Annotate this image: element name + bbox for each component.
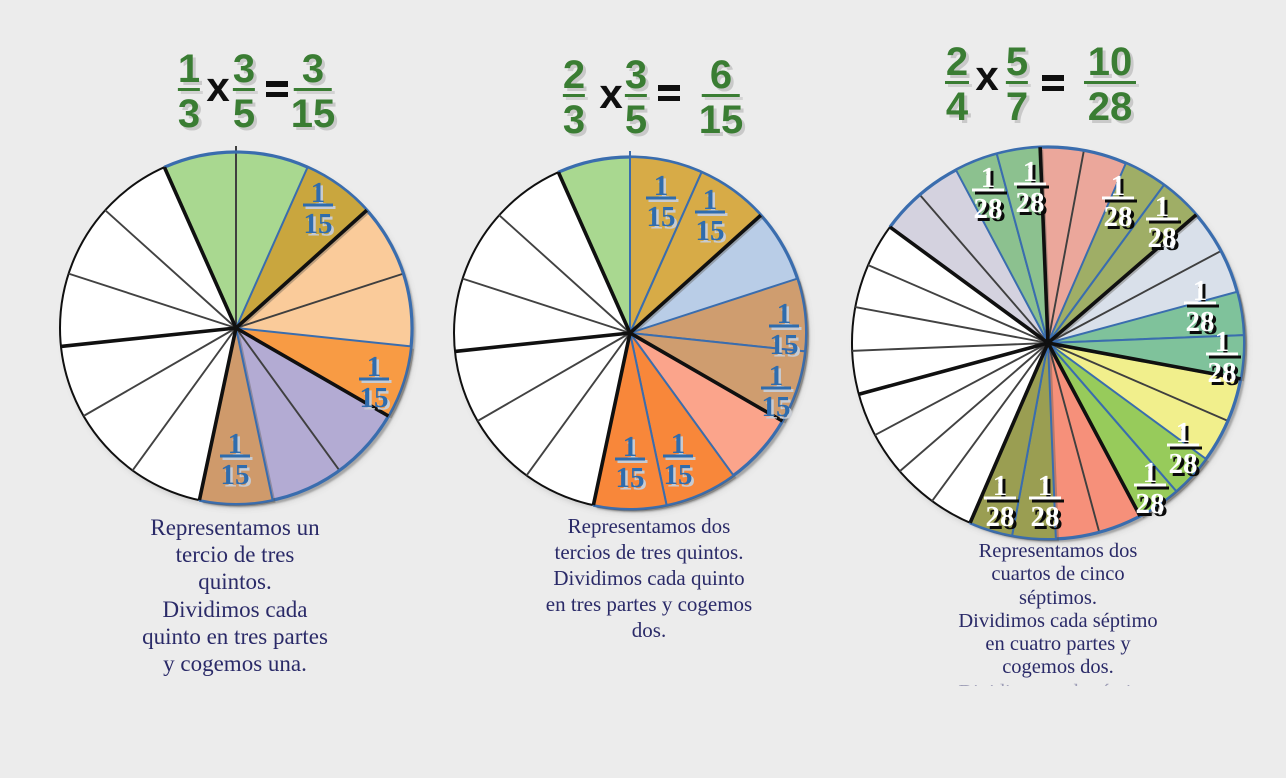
svg-text:1: 1 [993,470,1008,502]
svg-text:1: 1 [703,184,718,216]
svg-text:1: 1 [1155,191,1170,223]
svg-text:15: 15 [304,208,333,240]
svg-text:1: 1 [1176,417,1191,449]
svg-text:15: 15 [649,204,678,236]
svg-text:15: 15 [647,201,676,233]
svg-text:1: 1 [654,170,669,202]
svg-text:1: 1 [769,360,784,392]
svg-text:28: 28 [1016,187,1045,219]
svg-text:28: 28 [1139,491,1168,523]
svg-text:28: 28 [1211,360,1240,392]
svg-text:28: 28 [1186,306,1215,338]
svg-text:1: 1 [623,431,638,463]
svg-text:28: 28 [1148,222,1177,254]
svg-text:28: 28 [986,501,1015,533]
svg-text:28: 28 [1151,225,1180,257]
svg-text:28: 28 [974,193,1003,225]
svg-text:28: 28 [1136,488,1165,520]
svg-text:28: 28 [1169,448,1198,480]
svg-text:15: 15 [306,211,335,243]
svg-text:1: 1 [228,428,243,460]
svg-text:28: 28 [1104,201,1133,233]
svg-text:15: 15 [696,215,725,247]
svg-text:28: 28 [1208,357,1237,389]
svg-text:15: 15 [223,462,252,494]
svg-text:1: 1 [367,351,382,383]
svg-text:15: 15 [698,218,727,250]
svg-text:1: 1 [981,162,996,194]
svg-text:15: 15 [770,329,799,361]
svg-text:15: 15 [666,462,695,494]
svg-text:15: 15 [360,382,389,414]
svg-text:28: 28 [1031,501,1060,533]
svg-text:1: 1 [1215,326,1230,358]
svg-text:1: 1 [311,177,326,209]
svg-text:1: 1 [1193,275,1208,307]
svg-text:1: 1 [1143,457,1158,489]
svg-text:15: 15 [362,385,391,417]
svg-text:28: 28 [1172,451,1201,483]
svg-text:1: 1 [1023,156,1038,188]
svg-text:28: 28 [1107,204,1136,236]
svg-text:15: 15 [772,332,801,364]
svg-text:28: 28 [1034,504,1063,536]
svg-text:28: 28 [1189,309,1218,341]
svg-text:28: 28 [989,504,1018,536]
svg-text:1: 1 [671,428,686,460]
svg-text:15: 15 [616,462,645,494]
svg-text:15: 15 [221,459,250,491]
svg-text:15: 15 [618,465,647,497]
svg-text:1: 1 [1038,470,1053,502]
svg-text:15: 15 [764,394,793,426]
svg-text:28: 28 [1019,190,1048,222]
svg-text:1: 1 [1111,170,1126,202]
svg-text:15: 15 [664,459,693,491]
svg-text:1: 1 [777,298,792,330]
svg-text:15: 15 [762,391,791,423]
svg-text:28: 28 [977,196,1006,228]
